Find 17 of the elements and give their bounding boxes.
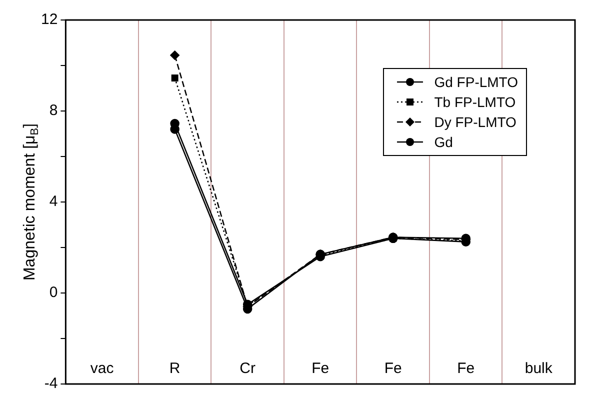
legend-label: Tb FP-LMTO — [434, 94, 516, 110]
y-tick-label: 12 — [40, 11, 58, 28]
y-axis-title: Magnetic moment [μB] — [21, 123, 42, 281]
x-tick-label: vac — [90, 360, 114, 378]
x-tick-label: Fe — [384, 360, 402, 378]
legend-label: Gd FP-LMTO — [434, 74, 518, 90]
x-tick-label: Fe — [312, 360, 330, 378]
legend-label: Gd — [434, 134, 453, 150]
y-tick-label: 8 — [49, 102, 58, 120]
y-tick-label: 4 — [49, 193, 58, 210]
x-tick-label: bulk — [524, 360, 553, 378]
x-tick-label: R — [169, 360, 180, 378]
x-tick-label: Fe — [457, 360, 475, 378]
y-tick-label: 0 — [49, 284, 58, 302]
y-tick-label: -4 — [44, 375, 58, 392]
legend-label: Dy FP-LMTO — [434, 114, 516, 130]
x-tick-label: Cr — [240, 360, 256, 378]
